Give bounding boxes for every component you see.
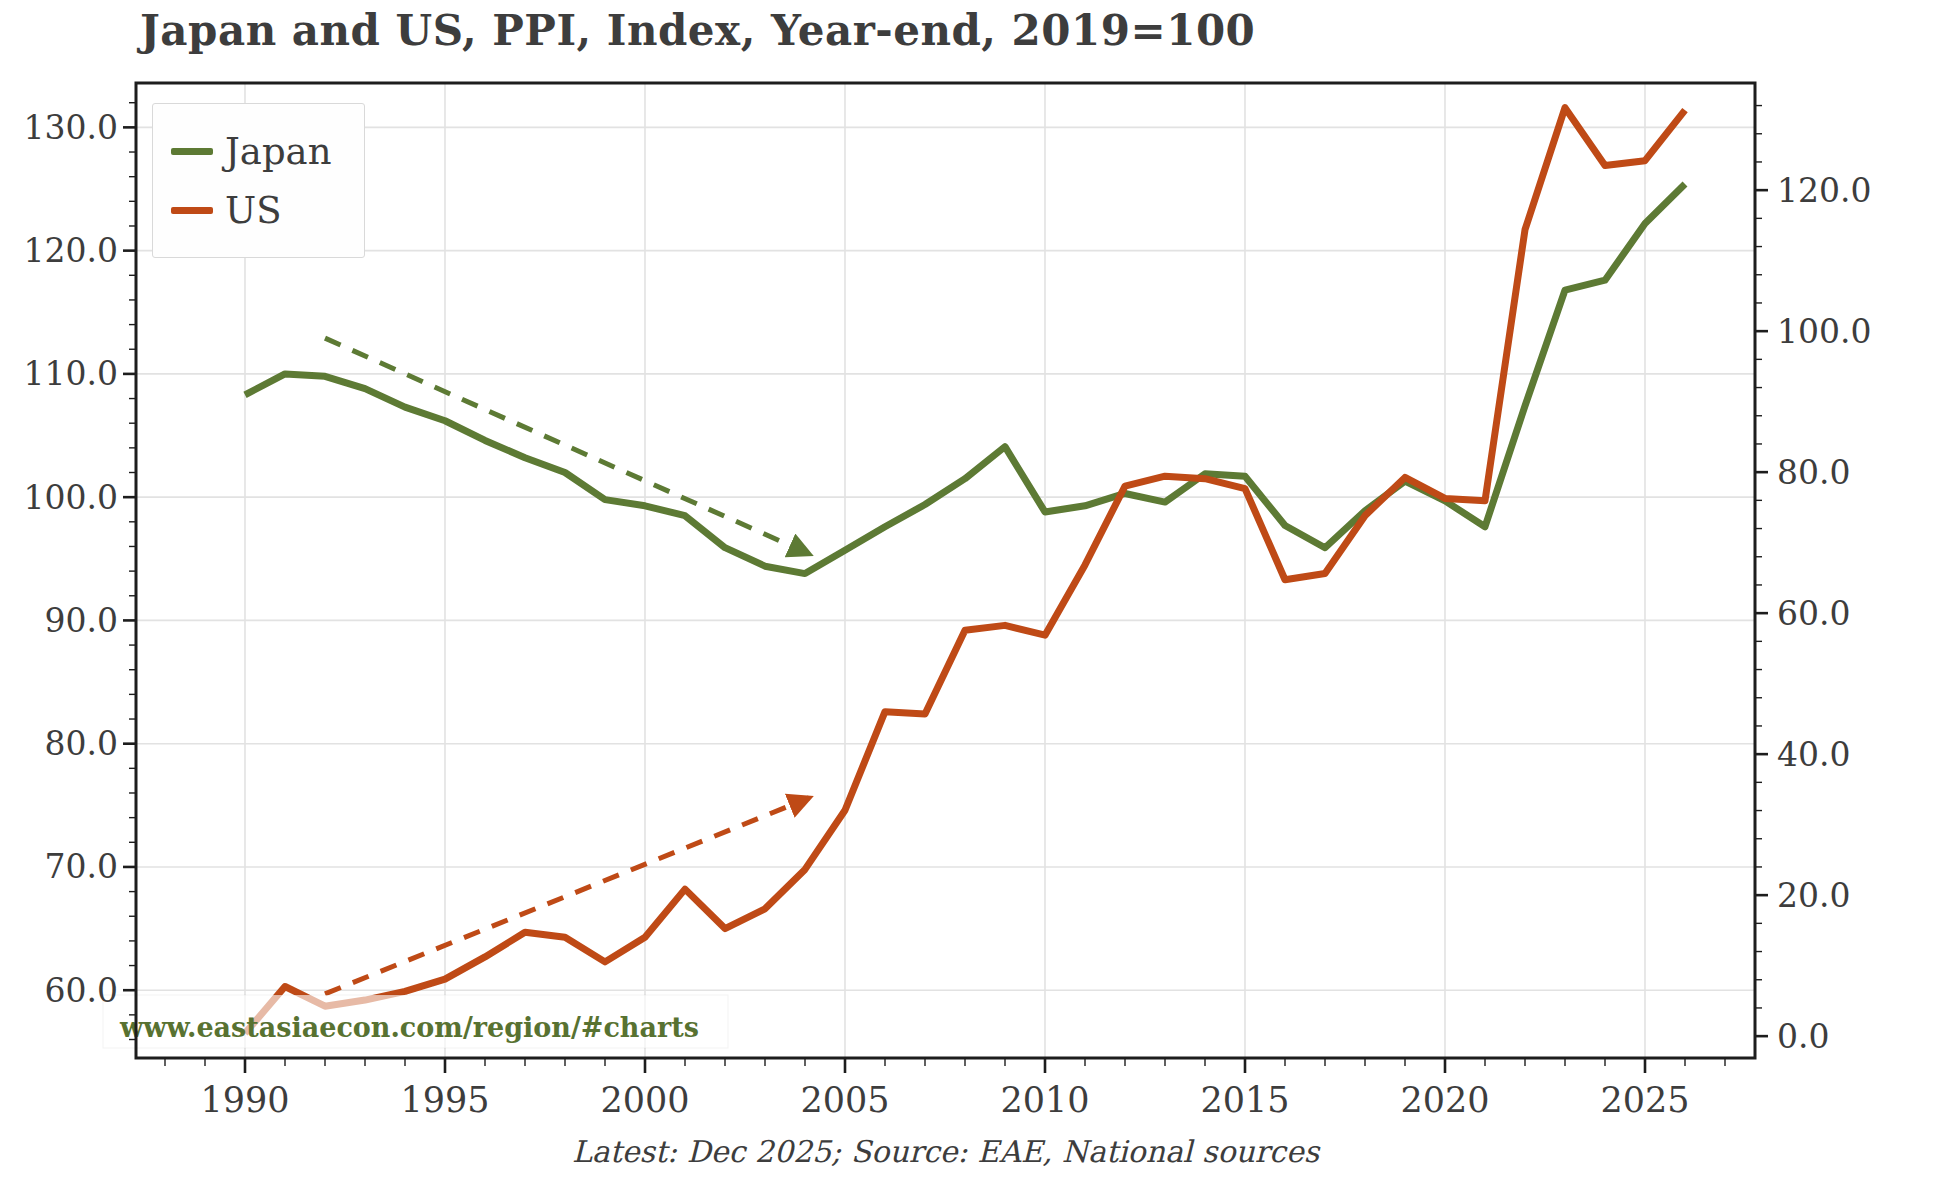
japan-trend-arrow bbox=[325, 338, 809, 554]
tick-label: 60.0 bbox=[45, 971, 118, 1010]
us-trend-arrow bbox=[325, 798, 809, 994]
source-footnote: Latest: Dec 2025; Source: EAE, National … bbox=[136, 1134, 1755, 1169]
legend-label-us: US bbox=[225, 192, 282, 229]
tick-label: 80.0 bbox=[1777, 453, 1850, 492]
legend: Japan US bbox=[152, 103, 365, 258]
legend-label-japan: Japan bbox=[225, 133, 331, 170]
tick-label: 1990 bbox=[200, 1080, 289, 1120]
tick-label: 1995 bbox=[400, 1080, 489, 1120]
tick-label: 2000 bbox=[600, 1080, 689, 1120]
plot-border bbox=[136, 83, 1755, 1058]
tick-label: 0.0 bbox=[1777, 1017, 1829, 1056]
page-title: Japan and US, PPI, Index, Year-end, 2019… bbox=[140, 6, 1255, 55]
tick-label: 100.0 bbox=[24, 478, 118, 517]
tick-label: 60.0 bbox=[1777, 594, 1850, 633]
tick-label: 20.0 bbox=[1777, 876, 1850, 915]
tick-label: 120.0 bbox=[24, 231, 118, 270]
tick-label: 100.0 bbox=[1777, 312, 1871, 351]
tick-label: 2005 bbox=[800, 1080, 889, 1120]
tick-label: 2025 bbox=[1600, 1080, 1689, 1120]
tick-label: 80.0 bbox=[45, 724, 118, 763]
japan-line-swatch bbox=[171, 148, 213, 155]
legend-item-us: US bbox=[171, 192, 364, 229]
tick-label: 90.0 bbox=[45, 601, 118, 640]
tick-label: 130.0 bbox=[24, 108, 118, 147]
watermark-text: www.eastasiaecon.com/region/#charts bbox=[119, 1012, 699, 1043]
us-line-swatch bbox=[171, 207, 213, 214]
japan-series-line bbox=[245, 184, 1685, 574]
tick-label: 120.0 bbox=[1777, 171, 1871, 210]
watermark: www.eastasiaecon.com/region/#charts bbox=[103, 995, 728, 1048]
tick-label: 110.0 bbox=[24, 354, 118, 393]
gridlines bbox=[136, 83, 1755, 1058]
tick-label: 70.0 bbox=[45, 847, 118, 886]
tick-label: 2020 bbox=[1400, 1080, 1489, 1120]
legend-item-japan: Japan bbox=[171, 133, 364, 170]
chart-frame: www.eastasiaecon.com/region/#charts 1990 1… bbox=[0, 0, 1944, 1178]
tick-label: 2015 bbox=[1200, 1080, 1289, 1120]
tick-label: 40.0 bbox=[1777, 735, 1850, 774]
us-series-line bbox=[245, 108, 1685, 1034]
tick-label: 2010 bbox=[1000, 1080, 1089, 1120]
